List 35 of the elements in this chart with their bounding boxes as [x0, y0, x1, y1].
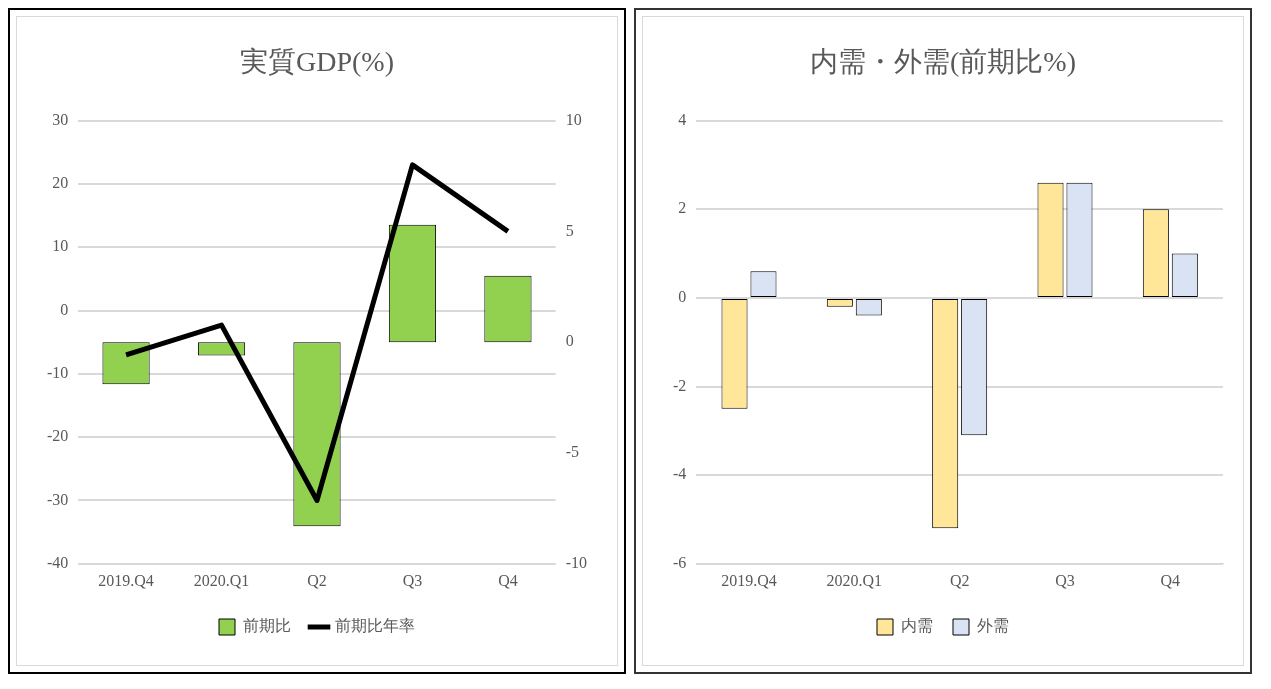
legend-label: 前期比年率 — [335, 617, 415, 635]
y2-tick-label: 10 — [565, 110, 582, 128]
y-tick-label: 2 — [678, 199, 687, 217]
y-tick-label: 20 — [52, 174, 69, 192]
y-tick-label: 0 — [60, 300, 69, 318]
y2-tick-label: -10 — [565, 554, 587, 571]
x-tick-label: 2019.Q4 — [98, 571, 154, 589]
y-tick-label: 10 — [52, 237, 69, 255]
y-tick-label: -40 — [47, 554, 69, 571]
legend-label: 外需 — [977, 617, 1009, 635]
y-tick-label: -20 — [47, 427, 69, 445]
x-tick-label: Q2 — [307, 571, 327, 589]
chart-title: 実質GDP(%) — [240, 46, 394, 78]
x-tick-label: Q3 — [1055, 571, 1075, 589]
x-tick-label: Q4 — [1160, 571, 1181, 589]
y2-tick-label: -5 — [565, 443, 579, 461]
x-tick-label: Q3 — [402, 571, 423, 589]
y-tick-label: 30 — [52, 110, 69, 128]
y-tick-label: -6 — [673, 554, 687, 571]
x-tick-label: 2019.Q4 — [721, 571, 777, 589]
y2-tick-label: 5 — [565, 221, 574, 239]
x-tick-label: 2020.Q1 — [193, 571, 250, 589]
x-tick-label: 2020.Q1 — [826, 571, 883, 589]
x-tick-label: Q2 — [949, 571, 970, 589]
y-tick-label: -10 — [47, 364, 69, 382]
y2-tick-label: 0 — [565, 332, 574, 350]
y-tick-label: -2 — [673, 376, 687, 394]
y-tick-label: -4 — [673, 465, 687, 483]
y-tick-label: -30 — [47, 490, 69, 508]
y-tick-label: 4 — [678, 110, 687, 128]
legend-label: 前期比 — [243, 617, 291, 635]
y-tick-label: 0 — [678, 288, 687, 306]
legend-label: 内需 — [901, 617, 933, 635]
x-tick-label: Q4 — [498, 571, 518, 589]
chart-title: 内需・外需(前期比%) — [810, 46, 1076, 78]
